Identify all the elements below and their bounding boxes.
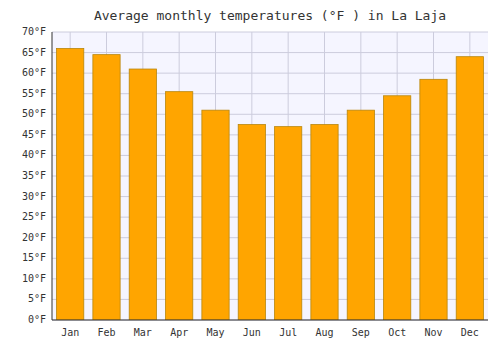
- bars: [57, 48, 484, 320]
- y-tick-label: 35°F: [22, 170, 46, 181]
- y-tick-label: 50°F: [22, 108, 46, 119]
- x-tick-label: Dec: [461, 327, 479, 338]
- plot-background: [52, 32, 488, 320]
- x-axis: Jan Feb Mar Apr May Jun Jul Aug Sep Oct Nov Dec: [61, 327, 479, 338]
- y-tick-label: 15°F: [22, 252, 46, 263]
- y-tick-label: 5°F: [28, 293, 46, 304]
- bar: [57, 48, 84, 320]
- chart: 0°F 5°F 10°F 15°F 20°F 25°F 30°F 35°F 40°F 45°F 50…: [0, 0, 500, 350]
- bar: [420, 79, 447, 320]
- bar: [275, 127, 302, 320]
- bar: [129, 69, 156, 320]
- bar: [384, 96, 411, 320]
- y-tick-label: 30°F: [22, 191, 46, 202]
- y-tick-label: 70°F: [22, 26, 46, 37]
- bar: [93, 55, 120, 320]
- x-tick-label: Oct: [388, 327, 406, 338]
- bar: [202, 110, 229, 320]
- x-tick-label: Jul: [279, 327, 297, 338]
- y-tick-label: 25°F: [22, 211, 46, 222]
- grid: [52, 32, 488, 320]
- bar: [238, 125, 265, 320]
- x-tick-label: Apr: [170, 327, 188, 338]
- y-tick-label: 55°F: [22, 88, 46, 99]
- y-tick-label: 65°F: [22, 47, 46, 58]
- y-tick-label: 40°F: [22, 149, 46, 160]
- title: Average monthly temperatures (°F ) in La…: [94, 8, 446, 23]
- y-grid-line: [52, 32, 488, 33]
- x-tick-label: Mar: [134, 327, 152, 338]
- x-tick-label: Feb: [97, 327, 115, 338]
- x-tick-label: Nov: [424, 327, 442, 338]
- x-tick-label: May: [206, 327, 224, 338]
- x-tick-label: Jun: [243, 327, 261, 338]
- y-grid-line: [52, 320, 488, 321]
- x-tick-label: Sep: [352, 327, 370, 338]
- y-axis-line: [52, 32, 53, 320]
- bar: [311, 125, 338, 320]
- y-grid-line: [52, 52, 488, 53]
- y-tick-label: 20°F: [22, 232, 46, 243]
- y-tick-label: 60°F: [22, 67, 46, 78]
- bar: [456, 57, 483, 320]
- y-tick-label: 45°F: [22, 129, 46, 140]
- bar: [166, 92, 193, 320]
- x-tick-label: Aug: [315, 327, 333, 338]
- bar: [347, 110, 374, 320]
- x-tick-label: Jan: [61, 327, 79, 338]
- y-axis: 0°F 5°F 10°F 15°F 20°F 25°F 30°F 35°F 40°F 45°F 50…: [22, 26, 46, 325]
- y-tick-label: 10°F: [22, 273, 46, 284]
- y-tick-label: 0°F: [28, 314, 46, 325]
- chart-container: 0°F 5°F 10°F 15°F 20°F 25°F 30°F 35°F 40°F 45°F 50…: [0, 0, 500, 350]
- x-axis-line: [52, 320, 488, 321]
